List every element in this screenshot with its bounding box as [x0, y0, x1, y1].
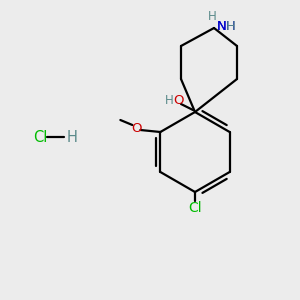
Text: H: H	[226, 20, 236, 32]
Text: H: H	[165, 94, 173, 107]
Text: NH: NH	[217, 20, 237, 32]
Text: H: H	[208, 10, 216, 22]
Text: H: H	[67, 130, 77, 145]
Text: O: O	[131, 122, 142, 136]
Text: Cl: Cl	[33, 130, 47, 145]
Text: Cl: Cl	[188, 201, 202, 215]
Text: N: N	[217, 20, 227, 32]
Text: O: O	[174, 94, 184, 107]
